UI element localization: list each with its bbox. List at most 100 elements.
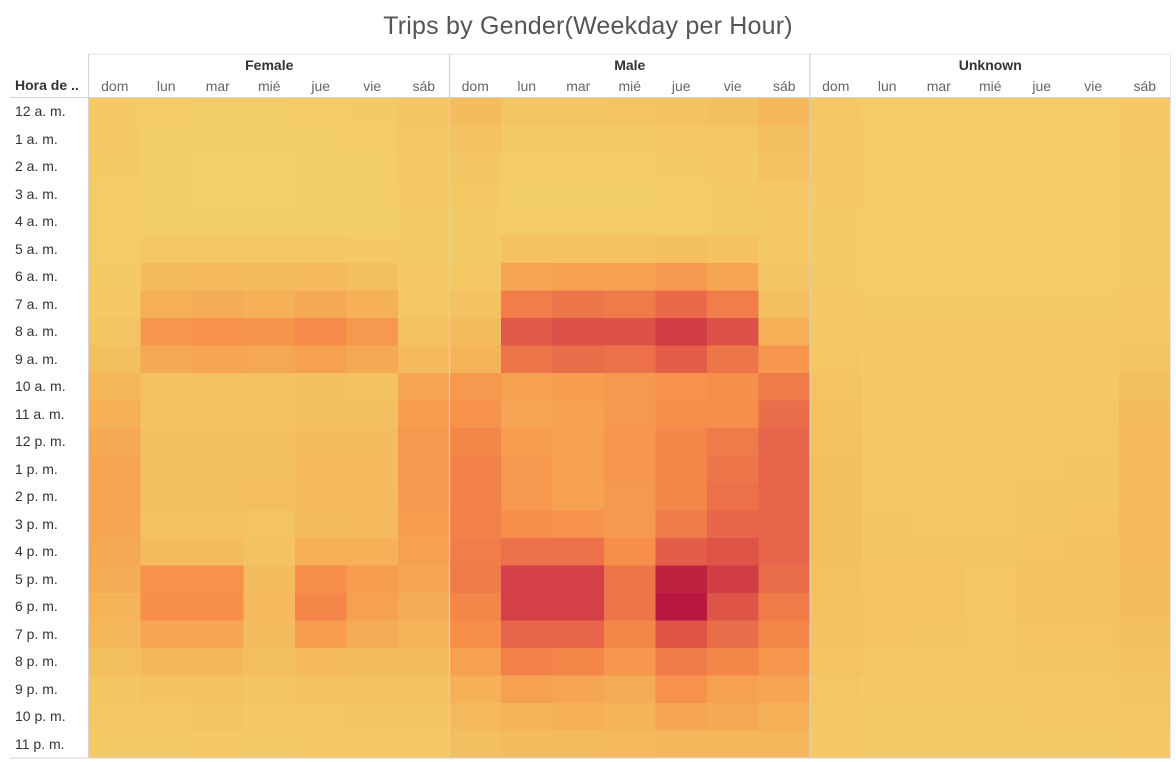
heatmap-cell[interactable] (243, 208, 296, 236)
heatmap-cell[interactable] (449, 510, 502, 539)
heatmap-cell[interactable] (1067, 483, 1120, 511)
heatmap-cell[interactable] (346, 318, 399, 346)
heatmap-cell[interactable] (707, 675, 759, 704)
heatmap-cell[interactable] (192, 125, 244, 154)
heatmap-cell[interactable] (89, 153, 141, 181)
heatmap-cell[interactable] (964, 290, 1017, 319)
heatmap-cell[interactable] (295, 98, 347, 126)
heatmap-cell[interactable] (346, 455, 399, 484)
heatmap-cell[interactable] (449, 730, 502, 759)
heatmap-cell[interactable] (552, 428, 605, 456)
heatmap-cell[interactable] (449, 620, 502, 649)
heatmap-cell[interactable] (89, 263, 141, 291)
heatmap-cell[interactable] (1016, 730, 1068, 759)
heatmap-cell[interactable] (1067, 620, 1120, 649)
heatmap-cell[interactable] (501, 510, 553, 539)
heatmap-cell[interactable] (707, 455, 759, 484)
heatmap-cell[interactable] (964, 98, 1017, 126)
heatmap-cell[interactable] (449, 593, 502, 621)
heatmap-cell[interactable] (89, 180, 141, 209)
heatmap-cell[interactable] (810, 428, 862, 456)
heatmap-cell[interactable] (1016, 208, 1068, 236)
heatmap-cell[interactable] (89, 455, 141, 484)
heatmap-cell[interactable] (861, 703, 914, 731)
heatmap-cell[interactable] (346, 98, 399, 126)
heatmap-cell[interactable] (758, 290, 811, 319)
heatmap-cell[interactable] (1016, 483, 1068, 511)
heatmap-cell[interactable] (192, 593, 244, 621)
heatmap-cell[interactable] (1119, 153, 1171, 181)
heatmap-cell[interactable] (810, 538, 862, 566)
heatmap-cell[interactable] (604, 703, 656, 731)
heatmap-cell[interactable] (346, 510, 399, 539)
heatmap-cell[interactable] (913, 98, 965, 126)
heatmap-cell[interactable] (655, 428, 708, 456)
heatmap-cell[interactable] (604, 538, 656, 566)
heatmap-cell[interactable] (346, 538, 399, 566)
heatmap-cell[interactable] (1016, 235, 1068, 264)
heatmap-cell[interactable] (707, 318, 759, 346)
heatmap-cell[interactable] (604, 153, 656, 181)
heatmap-cell[interactable] (501, 648, 553, 676)
heatmap-cell[interactable] (758, 455, 811, 484)
heatmap-cell[interactable] (243, 373, 296, 401)
heatmap-cell[interactable] (89, 98, 141, 126)
heatmap-cell[interactable] (810, 263, 862, 291)
heatmap-cell[interactable] (449, 400, 502, 429)
heatmap-cell[interactable] (89, 538, 141, 566)
heatmap-cell[interactable] (1016, 400, 1068, 429)
heatmap-cell[interactable] (501, 703, 553, 731)
heatmap-cell[interactable] (1067, 593, 1120, 621)
heatmap-cell[interactable] (1119, 290, 1171, 319)
heatmap-cell[interactable] (1119, 263, 1171, 291)
heatmap-cell[interactable] (243, 180, 296, 209)
heatmap-cell[interactable] (964, 730, 1017, 759)
heatmap-cell[interactable] (655, 153, 708, 181)
heatmap-cell[interactable] (758, 153, 811, 181)
heatmap-cell[interactable] (1119, 483, 1171, 511)
heatmap-cell[interactable] (1119, 428, 1171, 456)
heatmap-cell[interactable] (552, 345, 605, 374)
heatmap-cell[interactable] (1016, 703, 1068, 731)
heatmap-cell[interactable] (810, 593, 862, 621)
heatmap-cell[interactable] (1119, 730, 1171, 759)
heatmap-cell[interactable] (1016, 263, 1068, 291)
heatmap-cell[interactable] (552, 510, 605, 539)
heatmap-cell[interactable] (964, 675, 1017, 704)
heatmap-cell[interactable] (1119, 318, 1171, 346)
heatmap-cell[interactable] (346, 703, 399, 731)
heatmap-cell[interactable] (449, 675, 502, 704)
heatmap-cell[interactable] (140, 290, 193, 319)
heatmap-cell[interactable] (346, 290, 399, 319)
heatmap-cell[interactable] (1119, 675, 1171, 704)
heatmap-cell[interactable] (1067, 510, 1120, 539)
heatmap-cell[interactable] (243, 428, 296, 456)
heatmap-cell[interactable] (552, 373, 605, 401)
heatmap-cell[interactable] (398, 235, 450, 264)
heatmap-cell[interactable] (449, 428, 502, 456)
heatmap-cell[interactable] (964, 648, 1017, 676)
heatmap-cell[interactable] (1119, 373, 1171, 401)
heatmap-cell[interactable] (707, 538, 759, 566)
heatmap-cell[interactable] (1016, 153, 1068, 181)
heatmap-cell[interactable] (140, 180, 193, 209)
heatmap-cell[interactable] (449, 703, 502, 731)
heatmap-cell[interactable] (758, 648, 811, 676)
heatmap-cell[interactable] (243, 730, 296, 759)
heatmap-cell[interactable] (192, 730, 244, 759)
heatmap-cell[interactable] (861, 538, 914, 566)
heatmap-cell[interactable] (758, 593, 811, 621)
heatmap-cell[interactable] (1016, 648, 1068, 676)
heatmap-cell[interactable] (552, 180, 605, 209)
heatmap-cell[interactable] (501, 675, 553, 704)
heatmap-cell[interactable] (707, 593, 759, 621)
heatmap-cell[interactable] (295, 125, 347, 154)
heatmap-cell[interactable] (140, 565, 193, 594)
heatmap-cell[interactable] (913, 483, 965, 511)
heatmap-cell[interactable] (810, 180, 862, 209)
heatmap-cell[interactable] (810, 510, 862, 539)
heatmap-cell[interactable] (295, 455, 347, 484)
heatmap-cell[interactable] (1067, 400, 1120, 429)
heatmap-cell[interactable] (1016, 180, 1068, 209)
heatmap-cell[interactable] (192, 263, 244, 291)
